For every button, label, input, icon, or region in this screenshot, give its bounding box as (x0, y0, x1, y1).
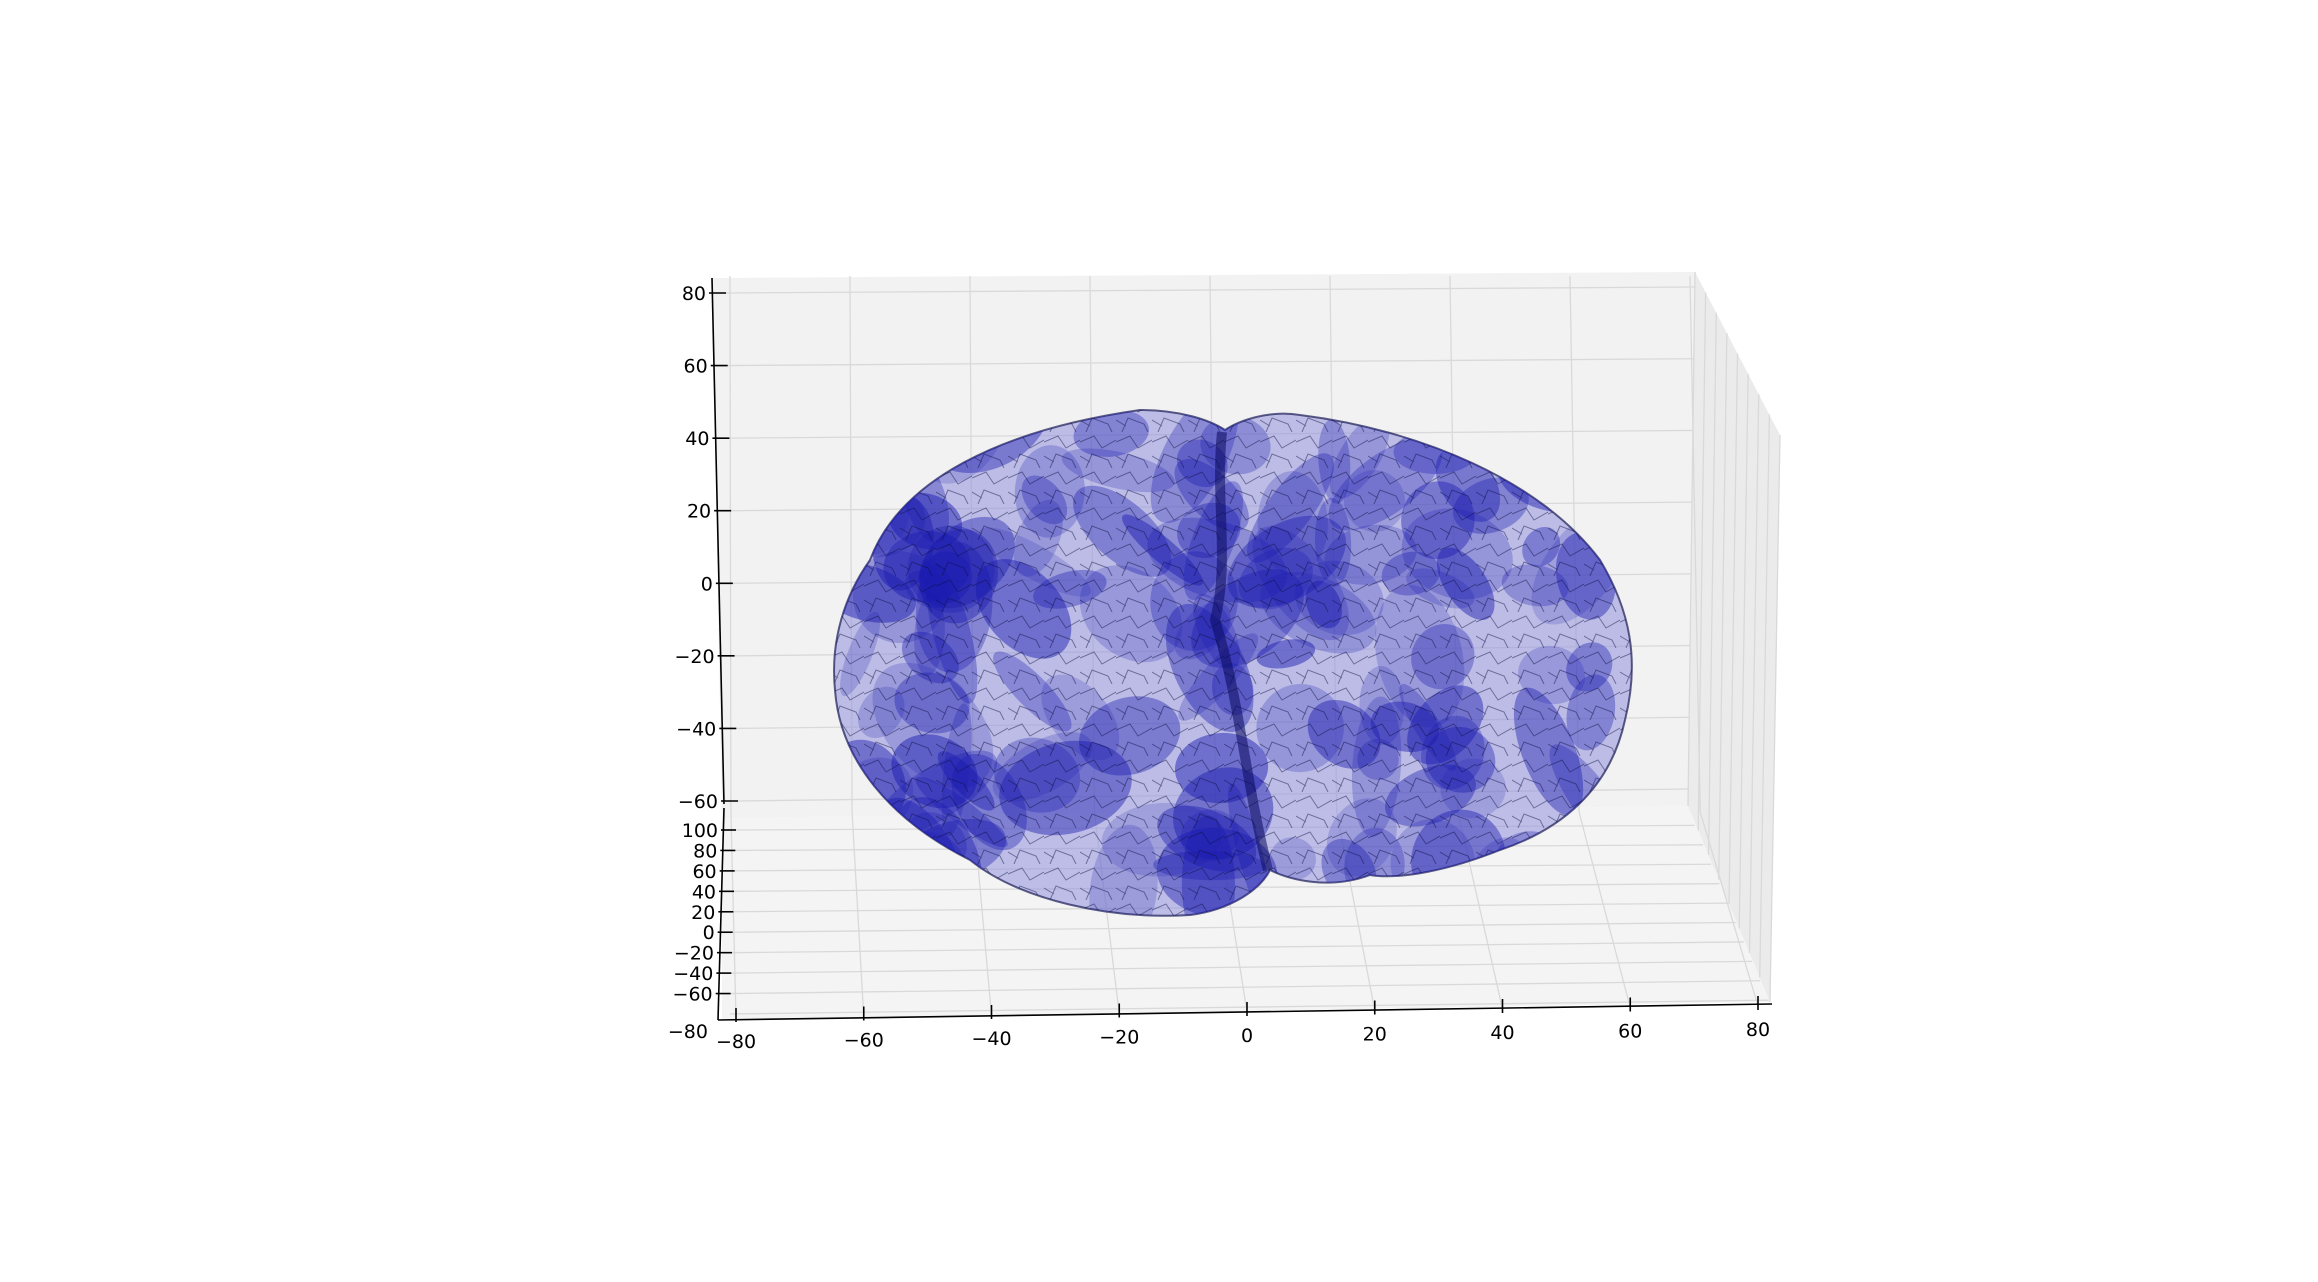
z-tick-label: 0 (701, 573, 713, 595)
x-tick-label: −80 (716, 1031, 756, 1053)
x-grid-line-floor (851, 811, 865, 1017)
right-pane-grid-line (1718, 333, 1728, 880)
x-tick-label: −20 (1099, 1027, 1139, 1049)
mesh-midline (1209, 431, 1273, 872)
y-tick-label: −60 (673, 984, 713, 1006)
right-pane-grid-line (1697, 292, 1707, 831)
y-grid-line (731, 941, 1744, 954)
x-tick-label: 40 (1490, 1022, 1514, 1044)
z-tick-label: 20 (687, 501, 711, 523)
x-grid-line-back (1689, 275, 1701, 813)
x-grid-line-floor (1699, 811, 1759, 1007)
right-pane-grid-line (1738, 373, 1749, 929)
y-tick-label: 20 (691, 902, 715, 924)
y-tick-label: 100 (682, 820, 718, 842)
x-grid-line-floor (1578, 811, 1631, 1008)
mesh-edges (834, 410, 1632, 916)
y-tick-label: 0 (703, 922, 715, 944)
brain-mesh (833, 408, 1633, 917)
y-grid-line (730, 980, 1761, 995)
y-tick-label: 40 (692, 881, 716, 903)
x-tick-label: 80 (1746, 1019, 1770, 1041)
right-pane-grid-line (1687, 271, 1696, 807)
right-pane-grid-line (1728, 353, 1739, 905)
y-grid-line (731, 960, 1753, 974)
y-tick-label: 80 (693, 840, 717, 862)
z-tick-label: −40 (676, 718, 716, 740)
right-pane (1688, 272, 1780, 1002)
right-pane-grid-line (1707, 312, 1717, 856)
right-pane-grid-line (1748, 394, 1760, 954)
x-axis-line (717, 1003, 1773, 1021)
x-tick-label: 20 (1363, 1024, 1387, 1046)
y-tick-label: 60 (692, 861, 716, 883)
x-grid-line-back (729, 275, 732, 813)
z-tick-label: 40 (685, 428, 709, 450)
right-pane-grid-line (1769, 434, 1781, 1003)
z-tick-label: 80 (682, 283, 706, 305)
x-tick-label: −40 (971, 1028, 1011, 1050)
right-pane-grid-line (1759, 414, 1771, 978)
x-tick-label: 60 (1618, 1021, 1642, 1043)
y-tick-label: −80 (668, 1021, 708, 1043)
y-axis-line (717, 807, 725, 1021)
y-grid-line (729, 999, 1769, 1015)
x-tick-label: 0 (1241, 1025, 1253, 1047)
z-tick-label: 60 (684, 356, 708, 378)
y-tick-label: −40 (673, 963, 713, 985)
axis-ticks: 806040200−20−40−60100806040200−20−40−60−… (668, 283, 1770, 1053)
x-tick-label: −60 (844, 1030, 884, 1052)
x-grid-line-floor (730, 811, 737, 1019)
z-tick-label: −60 (678, 791, 718, 813)
y-tick-label: −20 (674, 943, 714, 965)
z-tick-label: −20 (674, 646, 714, 668)
